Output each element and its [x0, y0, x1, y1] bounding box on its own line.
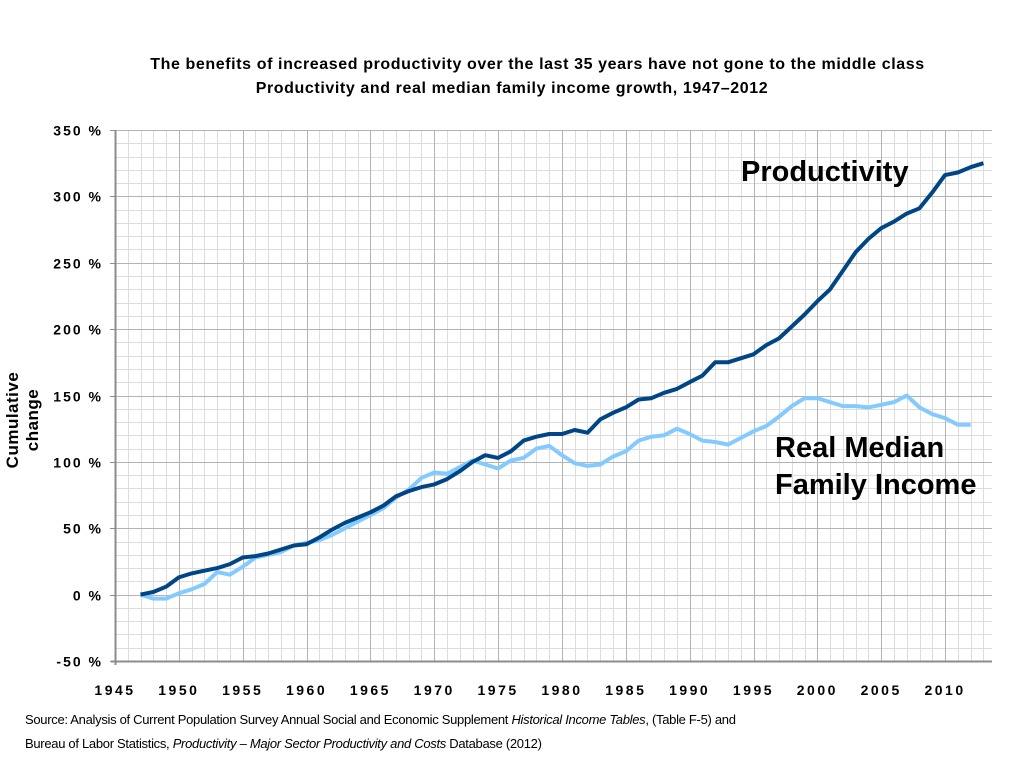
chart-title: The benefits of increased productivity o… [150, 56, 925, 73]
source-note: Source: Analysis of Current Population S… [25, 708, 736, 756]
x-tick-label: 1950 [158, 682, 199, 698]
y-tick-label: 350 % [53, 123, 103, 139]
y-axis-label: Cumulative change [3, 371, 42, 469]
x-tick-label: 1960 [286, 682, 327, 698]
y-tick-label: 250 % [53, 256, 103, 272]
income-annotation-line2: Family Income [775, 469, 977, 501]
x-tick-label: 1965 [350, 682, 391, 698]
source-italic-title: Historical Income Tables [511, 712, 646, 727]
source-text: Bureau of Labor Statistics, [25, 736, 173, 751]
x-tick-label: 1985 [605, 682, 646, 698]
x-tick-label: 1980 [541, 682, 582, 698]
x-tick-labels: 1945 1950 1955 1960 1965 1970 1975 1980 1985 1990… [94, 682, 965, 698]
minor-gridlines [115, 130, 992, 661]
income-annotation-line1: Real Median [775, 432, 945, 464]
x-tick-label: 1945 [94, 682, 135, 698]
y-tick-label: 100 % [53, 455, 103, 471]
productivity-line [140, 161, 984, 597]
y-tick-label: 200 % [53, 322, 103, 338]
y-tick-labels: -50 % 0 % 50 % 100 % 150 % 200 % 250 % 300 % 350… [53, 123, 103, 670]
y-tick-label: 50 % [63, 521, 103, 537]
x-tick-label: 1975 [478, 682, 519, 698]
x-tick-label: 2005 [861, 682, 902, 698]
source-italic-title: Productivity – Major Sector Productivity… [172, 736, 447, 751]
productivity-annotation: Productivity [741, 156, 909, 188]
source-line-1: Source: Analysis of Current Population S… [25, 708, 736, 732]
x-tick-label: 1990 [669, 682, 710, 698]
chart-subtitle: Productivity and real median family inco… [255, 80, 769, 97]
source-line-2: Bureau of Labor Statistics, Productivity… [25, 732, 736, 756]
x-tick-label: 1970 [414, 682, 455, 698]
income-line [139, 393, 971, 601]
source-text: Database (2012) [445, 736, 542, 751]
x-tick-label: 2010 [924, 682, 965, 698]
source-text: Source: Analysis of Current Population S… [25, 712, 512, 727]
x-tick-label: 2000 [797, 682, 838, 698]
y-tick-label: 0 % [73, 588, 103, 604]
x-tick-label: 1955 [222, 682, 263, 698]
source-text: , (Table F-5) and [645, 712, 736, 727]
y-tick-label: 150 % [53, 389, 103, 405]
y-tick-label: -50 % [56, 654, 103, 670]
x-tick-label: 1995 [733, 682, 774, 698]
income-annotation: Real Median Family Income [775, 430, 976, 504]
axes [110, 130, 992, 665]
series-lines [139, 161, 984, 601]
y-tick-label: 300 % [53, 189, 103, 205]
